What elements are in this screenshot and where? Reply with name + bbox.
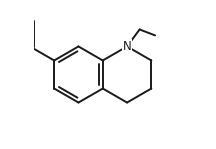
Text: N: N <box>123 40 131 53</box>
